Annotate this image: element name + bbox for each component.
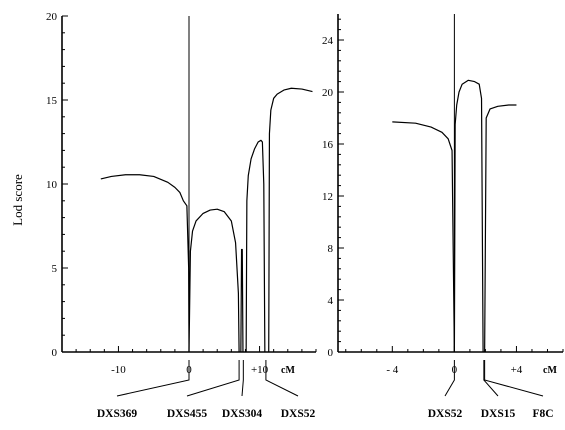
lod-curve-segment: [453, 79, 484, 353]
marker-leader-line: [483, 360, 499, 397]
y-axis-label: Lod score: [10, 174, 25, 226]
y-tick-label: 10: [46, 179, 58, 191]
marker-label: DXS52: [428, 408, 463, 420]
x-tick-label: +4: [511, 364, 523, 376]
y-tick-label: 0: [328, 347, 334, 359]
y-tick-label: 5: [52, 263, 58, 275]
x-tick-label: +10: [251, 364, 269, 376]
x-unit-label: cM: [543, 365, 557, 376]
lod-curve-segment: [240, 248, 244, 353]
marker-label: DXS304: [222, 408, 263, 420]
lod-curve-segment: [392, 121, 455, 353]
x-tick-label: -10: [111, 364, 126, 376]
y-tick-label: 24: [322, 35, 334, 47]
y-tick-label: 20: [322, 87, 334, 99]
x-unit-label: cM: [281, 365, 295, 376]
y-tick-label: 20: [46, 11, 58, 23]
marker-label: F8C: [532, 408, 553, 420]
marker-leader-line: [265, 360, 299, 397]
y-tick-label: 8: [328, 243, 334, 255]
marker-label: DXS15: [481, 408, 516, 420]
y-tick-label: 15: [46, 95, 58, 107]
y-tick-label: 4: [328, 295, 334, 307]
lod-curve-segment: [100, 174, 190, 353]
marker-leader-line: [186, 360, 240, 397]
lod-curve-segment: [188, 208, 240, 353]
marker-label: DXS52: [281, 408, 316, 420]
marker-leader-line: [241, 360, 244, 397]
x-tick-label: - 4: [386, 364, 398, 376]
lod-curve-segment: [245, 139, 266, 353]
marker-leader-line: [444, 360, 455, 397]
marker-leader-line: [116, 360, 190, 397]
marker-label: DXS369: [97, 408, 138, 420]
marker-label: DXS455: [167, 408, 208, 420]
lod-curve-segment: [268, 87, 313, 353]
lod-curve-segment: [484, 104, 517, 353]
y-tick-label: 16: [322, 139, 334, 151]
marker-leader-line: [484, 360, 544, 397]
y-tick-label: 0: [52, 347, 58, 359]
y-tick-label: 12: [322, 191, 333, 203]
